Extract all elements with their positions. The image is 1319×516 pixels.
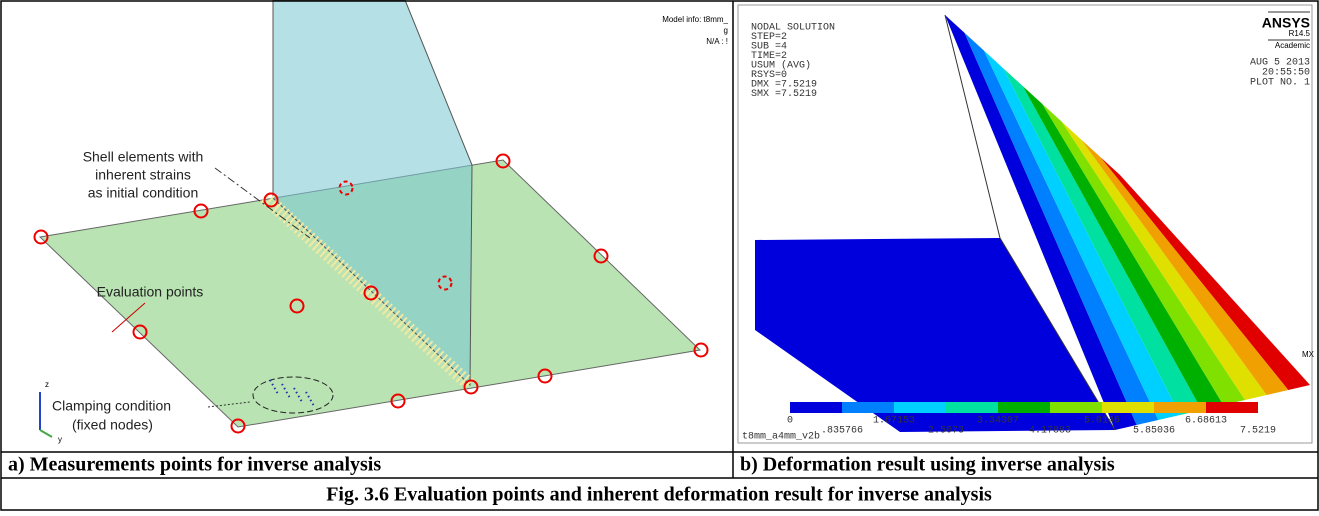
axis-label: y <box>58 435 62 444</box>
colorbar-label: 1.67153 <box>873 416 915 427</box>
colorbar-label: 6.68613 <box>1185 416 1227 427</box>
colorbar-segment <box>1102 402 1154 413</box>
figure-caption: Fig. 3.6 Evaluation points and inherent … <box>326 484 992 506</box>
axis-label: z <box>45 380 49 389</box>
model-info: g <box>724 26 728 35</box>
plot-no: PLOT NO. 1 <box>1250 78 1310 89</box>
colorbar-label: 3.34307 <box>977 416 1019 427</box>
version: R14.5 <box>1289 29 1311 38</box>
label: inherent strains <box>95 167 191 183</box>
page: {"left_panel": {"model_info": "Model inf… <box>0 0 1319 511</box>
caption: b) Deformation result using inverse anal… <box>740 454 1115 476</box>
colorbar-label: 0 <box>787 416 793 427</box>
left-panel: Shell elements with inherent strains as … <box>35 0 729 444</box>
colorbar-segment <box>1206 402 1258 413</box>
model-info: N/A : ! <box>706 37 728 46</box>
colorbar-segment <box>1050 402 1102 413</box>
right-panel: ANSYS R14.5 Academic AUG 5 2013 20:55:50… <box>738 5 1315 443</box>
label: Shell elements with <box>83 149 204 165</box>
colorbar-segment <box>1154 402 1206 413</box>
label: as initial condition <box>88 185 199 201</box>
colorbar-label: 5.0146 <box>1084 416 1120 427</box>
label: Clamping condition <box>52 398 171 414</box>
colorbar-segment <box>842 402 894 413</box>
caption: a) Measurements points for inverse analy… <box>8 454 381 476</box>
colorbar-label: .835766 <box>821 426 863 437</box>
colorbar-label: 5.85036 <box>1133 426 1175 437</box>
colorbar-label: 4.17883 <box>1029 426 1071 437</box>
colorbar-segment <box>998 402 1050 413</box>
label: (fixed nodes) <box>72 417 153 433</box>
colorbar-segment <box>790 402 842 413</box>
colorbar-segment <box>894 402 946 413</box>
model-info: Model info: t8mm_ <box>662 15 728 24</box>
figure: Shell elements with inherent strains as … <box>0 0 1319 511</box>
file-name: t8mm_a4mm_v2b <box>742 431 820 443</box>
label: Evaluation points <box>97 284 204 300</box>
colorbar-label: 2.5073 <box>928 426 964 437</box>
axis-y <box>40 430 52 437</box>
colorbar-segment <box>946 402 998 413</box>
mx: MX <box>1302 350 1315 359</box>
legend-line: SMX =7.5219 <box>751 89 817 100</box>
license: Academic <box>1275 41 1310 50</box>
colorbar-label: 7.5219 <box>1240 426 1276 437</box>
